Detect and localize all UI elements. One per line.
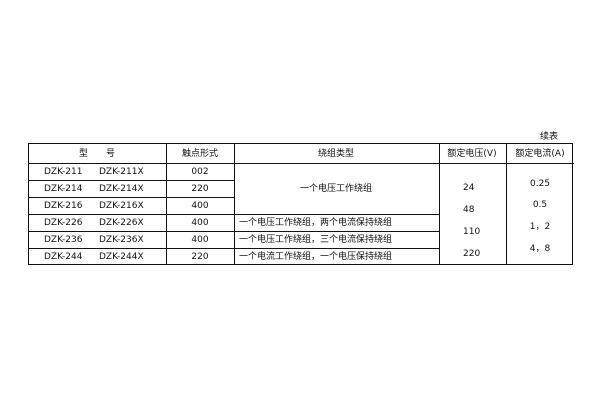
spec-table: 型 号 触点形式 绕组类型 额定电压(V) 额定电流(A) DZK-211 DZ… xyxy=(28,143,574,265)
cell-model: DZK-236 xyxy=(44,235,83,245)
cell-model: DZK-216 xyxy=(44,201,83,211)
cell-model: DZK-244 xyxy=(44,252,83,262)
voltage-value: 24 xyxy=(463,183,475,193)
table-caption: 续表 xyxy=(540,132,559,142)
header-model: 型 号 xyxy=(78,149,116,159)
header-contact: 触点形式 xyxy=(181,149,219,159)
divider xyxy=(29,180,234,181)
cell-model-x: DZK-244X xyxy=(99,252,144,262)
header-current: 额定电流(A) xyxy=(515,149,565,159)
divider xyxy=(439,144,440,265)
cell-winding: 一个电流工作绕组，一个电压保持绕组 xyxy=(239,252,393,262)
cell-contact: 220 xyxy=(191,252,209,262)
current-value: 4，8 xyxy=(529,244,551,254)
cell-contact: 002 xyxy=(191,167,209,177)
current-value: 1，2 xyxy=(529,222,551,232)
cell-winding: 一个电压工作绕组，三个电流保持绕组 xyxy=(239,235,393,245)
header-voltage: 额定电压(V) xyxy=(447,149,497,159)
cell-model-x: DZK-236X xyxy=(99,235,144,245)
cell-contact: 400 xyxy=(191,218,209,228)
current-value: 0.5 xyxy=(532,200,548,210)
divider xyxy=(506,144,507,265)
cell-contact: 220 xyxy=(191,184,209,194)
current-value: 0.25 xyxy=(529,179,551,189)
divider xyxy=(234,144,235,265)
cell-winding-merged: 一个电压工作绕组 xyxy=(299,184,373,194)
voltage-value: 48 xyxy=(463,205,475,215)
cell-model-x: DZK-214X xyxy=(99,184,144,194)
divider xyxy=(29,197,234,198)
cell-model-x: DZK-216X xyxy=(99,201,144,211)
cell-model-x: DZK-211X xyxy=(99,167,144,177)
cell-contact: 400 xyxy=(191,201,209,211)
cell-model: DZK-214 xyxy=(44,184,83,194)
header-winding: 绕组类型 xyxy=(317,149,355,159)
cell-model: DZK-226 xyxy=(44,218,83,228)
cell-winding: 一个电压工作绕组，两个电流保持绕组 xyxy=(239,218,393,228)
cell-model-x: DZK-226X xyxy=(99,218,144,228)
voltage-value: 110 xyxy=(463,227,481,237)
cell-contact: 400 xyxy=(191,235,209,245)
divider xyxy=(166,144,167,265)
voltage-value: 220 xyxy=(463,249,481,259)
cell-model: DZK-211 xyxy=(44,167,83,177)
